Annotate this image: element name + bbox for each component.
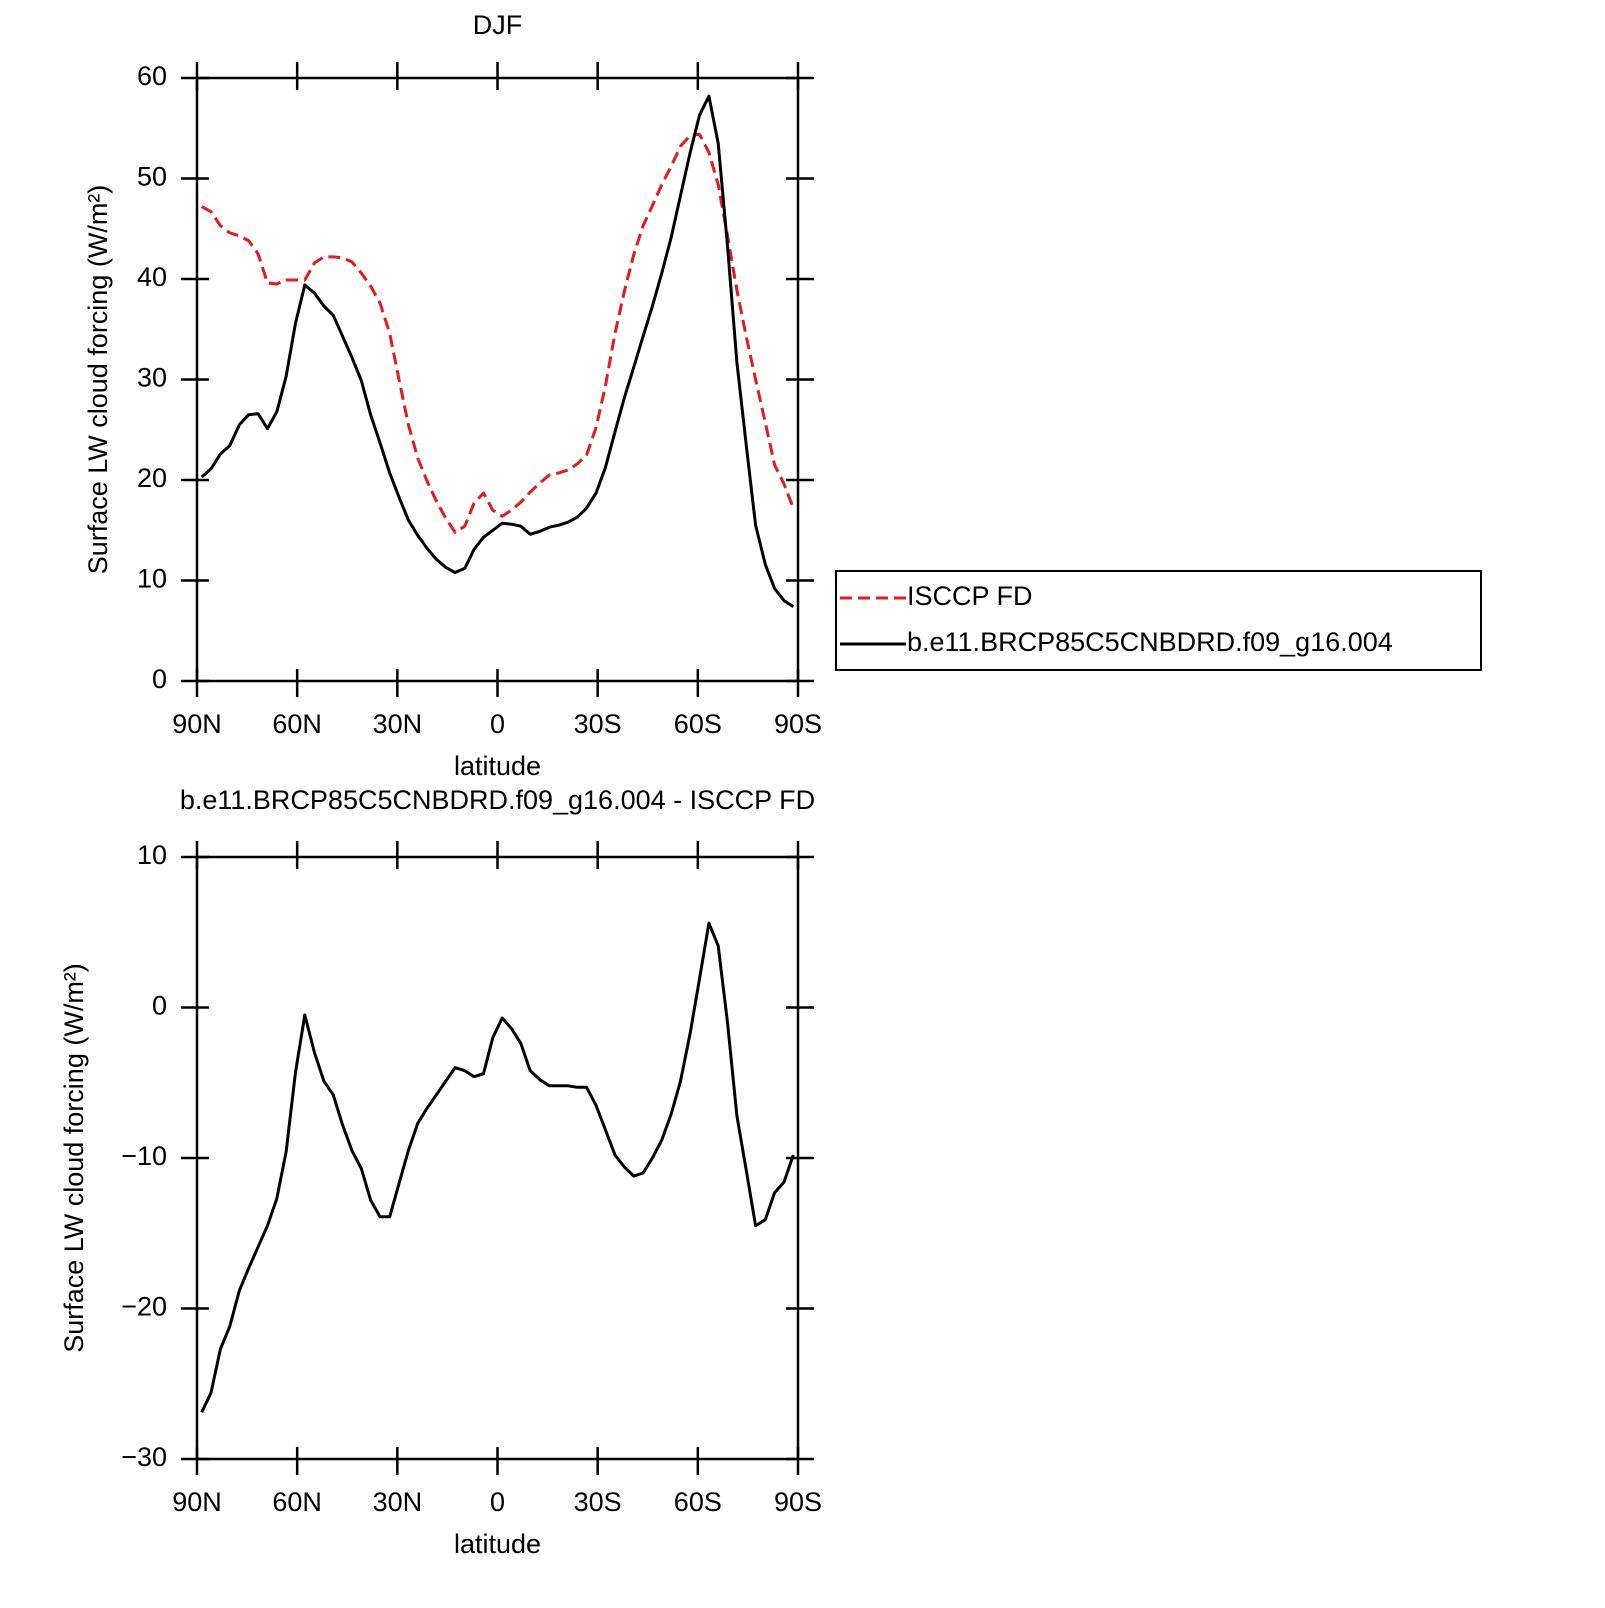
x-tick-label: 30N [373,1487,423,1517]
y-axis-label: Surface LW cloud forcing (W/m²) [59,963,89,1353]
x-tick-label: 60S [674,1487,722,1517]
y-tick-label: 0 [152,664,167,694]
y-tick-label: −10 [121,1141,167,1171]
y-tick-label: −20 [121,1292,167,1322]
x-axis-label: latitude [454,1529,541,1559]
x-tick-label: 30S [574,709,622,739]
y-tick-label: 50 [137,162,167,192]
x-tick-label: 60N [272,1487,322,1517]
x-tick-label: 30N [373,709,423,739]
chart-title: b.e11.BRCP85C5CNBDRD.f09_g16.004 - ISCCP… [180,785,815,815]
x-tick-label: 0 [490,709,505,739]
legend-label: b.e11.BRCP85C5CNBDRD.f09_g16.004 [907,627,1393,657]
series-line [200,921,795,1413]
y-tick-label: 60 [137,61,167,91]
plot-frame [195,76,800,683]
x-tick-label: 90N [172,709,222,739]
y-tick-label: 20 [137,463,167,493]
legend-box [835,570,1482,671]
y-tick-label: 10 [137,564,167,594]
series-line [200,132,795,534]
x-tick-label: 60S [674,709,722,739]
y-tick-label: 0 [152,991,167,1021]
plot-frame [195,855,800,1461]
y-tick-label: 40 [137,262,167,292]
chart-title: DJF [473,10,523,40]
y-tick-label: −30 [121,1442,167,1472]
series-line [200,94,795,608]
x-tick-label: 90S [774,709,822,739]
y-tick-label: 10 [137,840,167,870]
y-axis-label: Surface LW cloud forcing (W/m²) [83,185,113,575]
legend-label: ISCCP FD [907,581,1033,611]
x-tick-label: 30S [574,1487,622,1517]
x-tick-label: 0 [490,1487,505,1517]
y-tick-label: 30 [137,363,167,393]
x-tick-label: 90N [172,1487,222,1517]
x-tick-label: 90S [774,1487,822,1517]
x-tick-label: 60N [272,709,322,739]
x-axis-label: latitude [454,751,541,781]
